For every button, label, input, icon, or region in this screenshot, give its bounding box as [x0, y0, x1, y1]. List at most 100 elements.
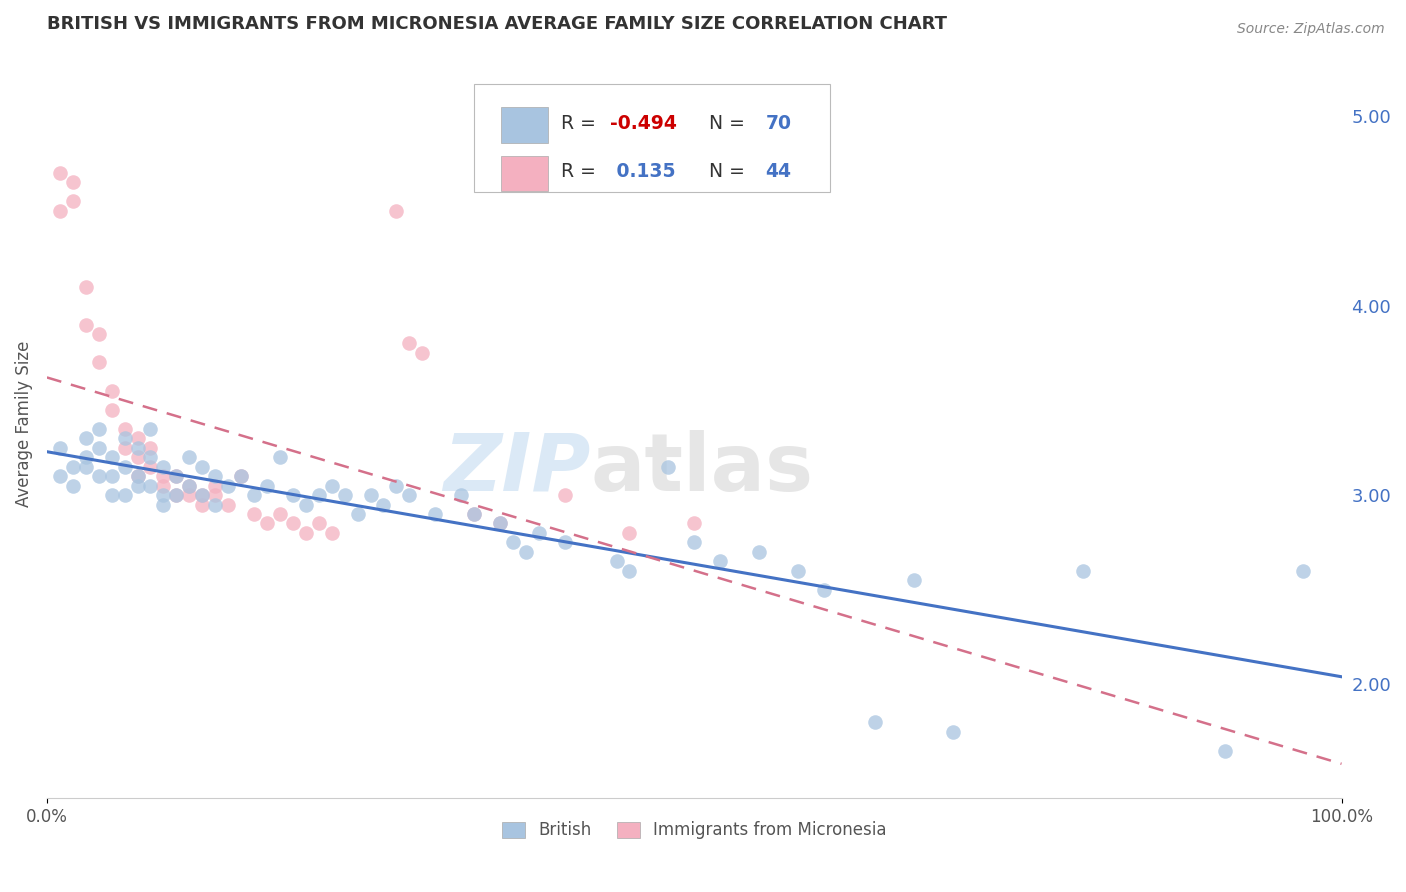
- Text: 0.135: 0.135: [610, 162, 675, 181]
- Text: R =: R =: [561, 162, 602, 181]
- Point: [229, 469, 252, 483]
- Point: [217, 478, 239, 492]
- Point: [87, 355, 110, 369]
- Point: [321, 525, 343, 540]
- Point: [425, 507, 447, 521]
- Point: [179, 488, 201, 502]
- Point: [87, 422, 110, 436]
- Text: N =: N =: [697, 113, 751, 133]
- FancyBboxPatch shape: [502, 107, 548, 143]
- Y-axis label: Average Family Size: Average Family Size: [15, 341, 32, 508]
- Text: -0.494: -0.494: [610, 113, 676, 133]
- Point: [619, 564, 641, 578]
- Point: [75, 318, 97, 332]
- Point: [683, 516, 706, 531]
- Point: [127, 469, 149, 483]
- Point: [813, 582, 835, 597]
- Point: [87, 469, 110, 483]
- Point: [62, 478, 84, 492]
- Point: [75, 279, 97, 293]
- Point: [360, 488, 382, 502]
- Point: [204, 488, 226, 502]
- Point: [165, 488, 187, 502]
- Point: [709, 554, 731, 568]
- Point: [179, 478, 201, 492]
- Point: [502, 535, 524, 549]
- Point: [683, 535, 706, 549]
- Point: [49, 166, 72, 180]
- Point: [75, 459, 97, 474]
- Point: [385, 203, 408, 218]
- Point: [942, 724, 965, 739]
- Point: [308, 516, 330, 531]
- Point: [139, 441, 162, 455]
- Text: ZIP: ZIP: [443, 430, 591, 508]
- Point: [114, 431, 136, 445]
- Point: [191, 459, 214, 474]
- Point: [269, 507, 291, 521]
- Point: [114, 441, 136, 455]
- Point: [385, 478, 408, 492]
- Point: [463, 507, 485, 521]
- Point: [179, 450, 201, 464]
- Text: atlas: atlas: [591, 430, 814, 508]
- Point: [295, 498, 318, 512]
- Point: [527, 525, 550, 540]
- Point: [152, 459, 174, 474]
- Point: [75, 431, 97, 445]
- Point: [62, 194, 84, 209]
- Point: [62, 459, 84, 474]
- Point: [554, 488, 576, 502]
- Point: [100, 384, 122, 398]
- Point: [100, 450, 122, 464]
- Point: [554, 535, 576, 549]
- Point: [87, 326, 110, 341]
- Point: [308, 488, 330, 502]
- Point: [127, 450, 149, 464]
- Point: [515, 545, 537, 559]
- Point: [191, 488, 214, 502]
- Text: 70: 70: [765, 113, 792, 133]
- Point: [256, 516, 278, 531]
- Point: [786, 564, 808, 578]
- Point: [152, 478, 174, 492]
- Point: [139, 459, 162, 474]
- Point: [114, 459, 136, 474]
- Text: R =: R =: [561, 113, 602, 133]
- Point: [489, 516, 512, 531]
- Point: [269, 450, 291, 464]
- Point: [100, 469, 122, 483]
- Point: [489, 516, 512, 531]
- Point: [100, 488, 122, 502]
- Point: [373, 498, 395, 512]
- Point: [139, 450, 162, 464]
- Point: [217, 498, 239, 512]
- Text: BRITISH VS IMMIGRANTS FROM MICRONESIA AVERAGE FAMILY SIZE CORRELATION CHART: BRITISH VS IMMIGRANTS FROM MICRONESIA AV…: [46, 15, 946, 33]
- Point: [100, 402, 122, 417]
- Point: [127, 441, 149, 455]
- Point: [165, 469, 187, 483]
- Point: [127, 478, 149, 492]
- Point: [295, 525, 318, 540]
- Point: [605, 554, 627, 568]
- Point: [114, 422, 136, 436]
- Point: [243, 507, 266, 521]
- Legend: British, Immigrants from Micronesia: British, Immigrants from Micronesia: [495, 814, 893, 846]
- Point: [333, 488, 356, 502]
- Point: [49, 469, 72, 483]
- Point: [463, 507, 485, 521]
- Point: [75, 450, 97, 464]
- Point: [191, 488, 214, 502]
- Point: [657, 459, 679, 474]
- Point: [49, 441, 72, 455]
- Point: [321, 478, 343, 492]
- FancyBboxPatch shape: [474, 84, 830, 192]
- Text: Source: ZipAtlas.com: Source: ZipAtlas.com: [1237, 22, 1385, 37]
- Point: [165, 469, 187, 483]
- Point: [619, 525, 641, 540]
- Point: [139, 422, 162, 436]
- Point: [127, 431, 149, 445]
- Point: [127, 469, 149, 483]
- Point: [139, 478, 162, 492]
- Point: [114, 488, 136, 502]
